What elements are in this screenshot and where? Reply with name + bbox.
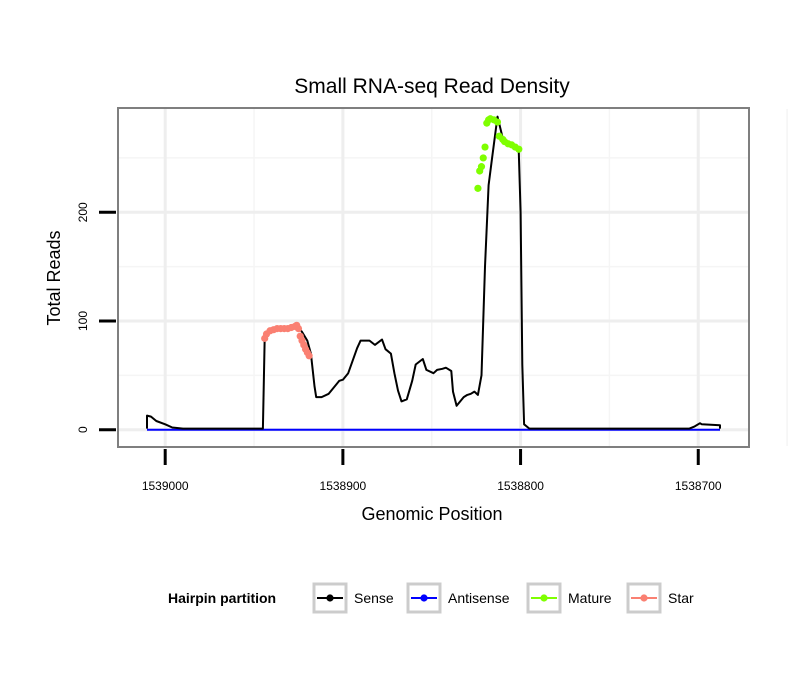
- data-point-mature: [493, 118, 502, 126]
- legend-key-point-mature: [540, 594, 548, 602]
- legend-label-mature: Mature: [568, 590, 612, 606]
- data-point-mature: [515, 145, 523, 153]
- data-point-star: [294, 324, 303, 333]
- legend-label-antisense: Antisense: [448, 590, 510, 606]
- legend-label-sense: Sense: [354, 590, 394, 606]
- chart-title: Small RNA-seq Read Density: [294, 75, 570, 98]
- axes: 1539000 1538900 1538800 1538700 0 100 200: [76, 202, 722, 493]
- x-tick-label: 1538800: [497, 479, 544, 493]
- x-tick-label: 1538700: [675, 479, 722, 493]
- plot-panel: [117, 107, 750, 448]
- y-tick-label: 200: [76, 202, 90, 222]
- legend-key-point-star: [640, 594, 648, 602]
- data-point-mature: [479, 154, 487, 162]
- x-tick-label: 1538900: [320, 479, 367, 493]
- x-tick-label: 1539000: [142, 479, 189, 493]
- y-axis-label: Total Reads: [44, 230, 64, 325]
- x-axis-label: Genomic Position: [361, 504, 502, 524]
- series-layer: [146, 115, 721, 431]
- data-point-mature: [474, 184, 482, 192]
- legend-title: Hairpin partition: [168, 590, 276, 606]
- data-point-mature: [477, 163, 486, 171]
- legend-key-point-sense: [326, 594, 334, 602]
- y-tick-label: 0: [76, 426, 90, 433]
- legend-key-point-antisense: [420, 594, 428, 602]
- legend: Hairpin partition Sense Antisense Mature Sta…: [168, 582, 694, 614]
- data-point-mature: [481, 143, 489, 151]
- data-point-star: [305, 352, 313, 360]
- y-tick-label: 100: [76, 311, 90, 331]
- legend-label-star: Star: [668, 590, 694, 606]
